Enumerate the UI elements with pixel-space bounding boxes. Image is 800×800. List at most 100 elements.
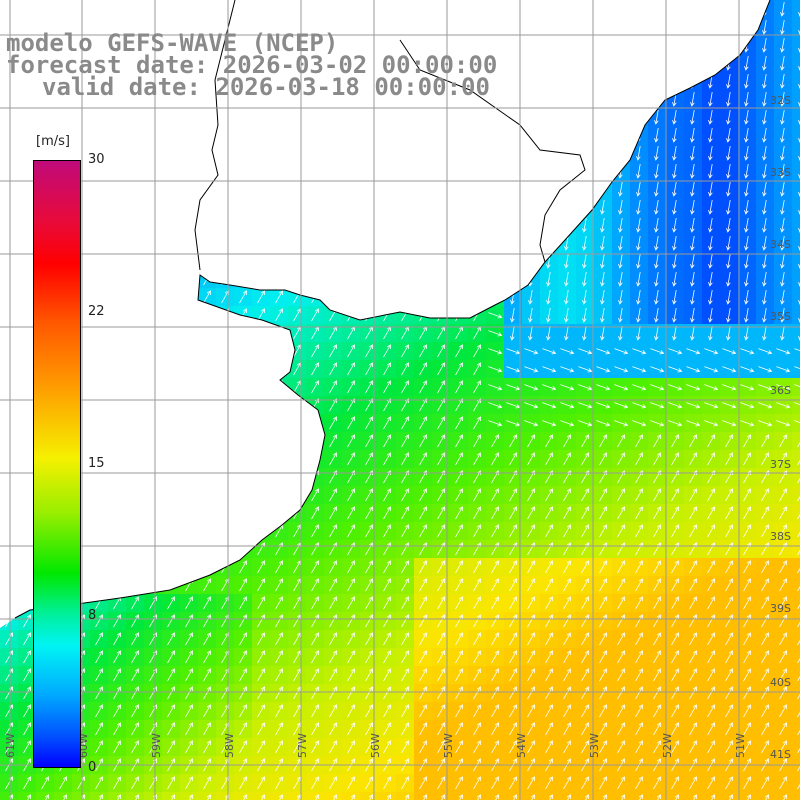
field-cell — [792, 36, 800, 55]
field-cell — [360, 792, 379, 800]
field-cell — [792, 342, 800, 361]
lat-label: 41S — [770, 748, 791, 761]
wind-arrow — [780, 74, 785, 89]
wind-arrow — [780, 110, 785, 125]
field-cell — [792, 0, 800, 19]
wind-arrow — [780, 38, 785, 53]
wind-arrow — [762, 56, 767, 71]
field-cell — [792, 504, 800, 523]
wind-arrow — [672, 110, 677, 125]
field-cell — [414, 792, 433, 800]
field-cell — [792, 252, 800, 271]
field-cell — [774, 792, 793, 800]
field-cell — [792, 324, 800, 343]
field-cell — [162, 792, 181, 800]
colorbar — [33, 160, 81, 768]
wind-arrow — [762, 110, 767, 125]
field-cell — [324, 792, 343, 800]
wind-arrow — [762, 20, 767, 35]
wind-arrow — [708, 110, 713, 125]
wind-arrow — [780, 20, 785, 35]
field-cell — [72, 792, 91, 800]
wind-arrow — [690, 92, 695, 107]
wind-arrow — [762, 38, 767, 53]
valid-date: valid date: 2026-03-18 00:00:00 — [42, 73, 490, 101]
field-cell — [792, 306, 800, 325]
wind-arrow — [726, 92, 731, 107]
field-cell — [792, 522, 800, 541]
field-cell — [756, 792, 775, 800]
field-cell — [378, 792, 397, 800]
lon-label: 56W — [369, 733, 382, 758]
wind-arrow — [780, 2, 785, 17]
field-cell — [792, 18, 800, 37]
field-cell — [792, 576, 800, 595]
lat-label: 32S — [770, 94, 791, 107]
field-cell — [792, 180, 800, 199]
field-cell — [54, 792, 73, 800]
field-cell — [450, 792, 469, 800]
field-cell — [792, 234, 800, 253]
field-cell — [666, 792, 685, 800]
lon-label: 59W — [150, 733, 163, 758]
lat-label: 34S — [770, 238, 791, 251]
field-cell — [792, 702, 800, 721]
wind-arrow — [780, 92, 785, 107]
field-cell — [792, 612, 800, 631]
wind-arrow — [744, 74, 749, 89]
field-cell — [18, 792, 37, 800]
field-cell — [792, 144, 800, 163]
lon-label: 57W — [296, 733, 309, 758]
lat-label: 40S — [770, 676, 791, 689]
wind-arrow — [780, 56, 785, 71]
lat-label: 35S — [770, 310, 791, 323]
field-cell — [216, 792, 235, 800]
wind-arrow — [744, 110, 749, 125]
field-cell — [486, 792, 505, 800]
field-cell — [792, 738, 800, 757]
field-cell — [630, 792, 649, 800]
lat-label: 38S — [770, 530, 791, 543]
field-cell — [288, 792, 307, 800]
field-cell — [792, 414, 800, 433]
lon-label: 61W — [4, 733, 17, 758]
colorbar-tick-22: 22 — [88, 304, 105, 319]
field-cell — [0, 792, 19, 800]
wind-arrow — [726, 110, 731, 125]
lon-label: 52W — [661, 733, 674, 758]
lat-label: 37S — [770, 458, 791, 471]
field-cell — [792, 684, 800, 703]
field-cell — [792, 720, 800, 739]
field-cell — [792, 540, 800, 559]
field-cell — [792, 72, 800, 91]
lon-label: 58W — [223, 733, 236, 758]
field-cell — [396, 792, 415, 800]
field-cell — [720, 792, 739, 800]
field-cell — [792, 630, 800, 649]
colorbar-tick-15: 15 — [88, 456, 105, 471]
wind-arrow — [690, 110, 695, 125]
field-cell — [792, 378, 800, 397]
field-cell — [738, 792, 757, 800]
field-cell — [108, 792, 127, 800]
field-cell — [792, 774, 800, 793]
lon-label: 51W — [734, 733, 747, 758]
field-cell — [792, 108, 800, 127]
field-cell — [594, 792, 613, 800]
field-cell — [684, 792, 703, 800]
field-cell — [792, 162, 800, 181]
field-cell — [612, 792, 631, 800]
lat-label: 36S — [770, 384, 791, 397]
field-cell — [702, 792, 721, 800]
colorbar-tick-0: 0 — [88, 760, 97, 775]
lon-label: 53W — [588, 733, 601, 758]
wind-arrow — [744, 56, 749, 71]
field-cell — [126, 792, 145, 800]
field-cell — [792, 216, 800, 235]
field-cell — [792, 450, 800, 469]
field-cell — [792, 360, 800, 379]
field-cell — [792, 486, 800, 505]
field-cell — [792, 666, 800, 685]
field-cell — [504, 792, 523, 800]
